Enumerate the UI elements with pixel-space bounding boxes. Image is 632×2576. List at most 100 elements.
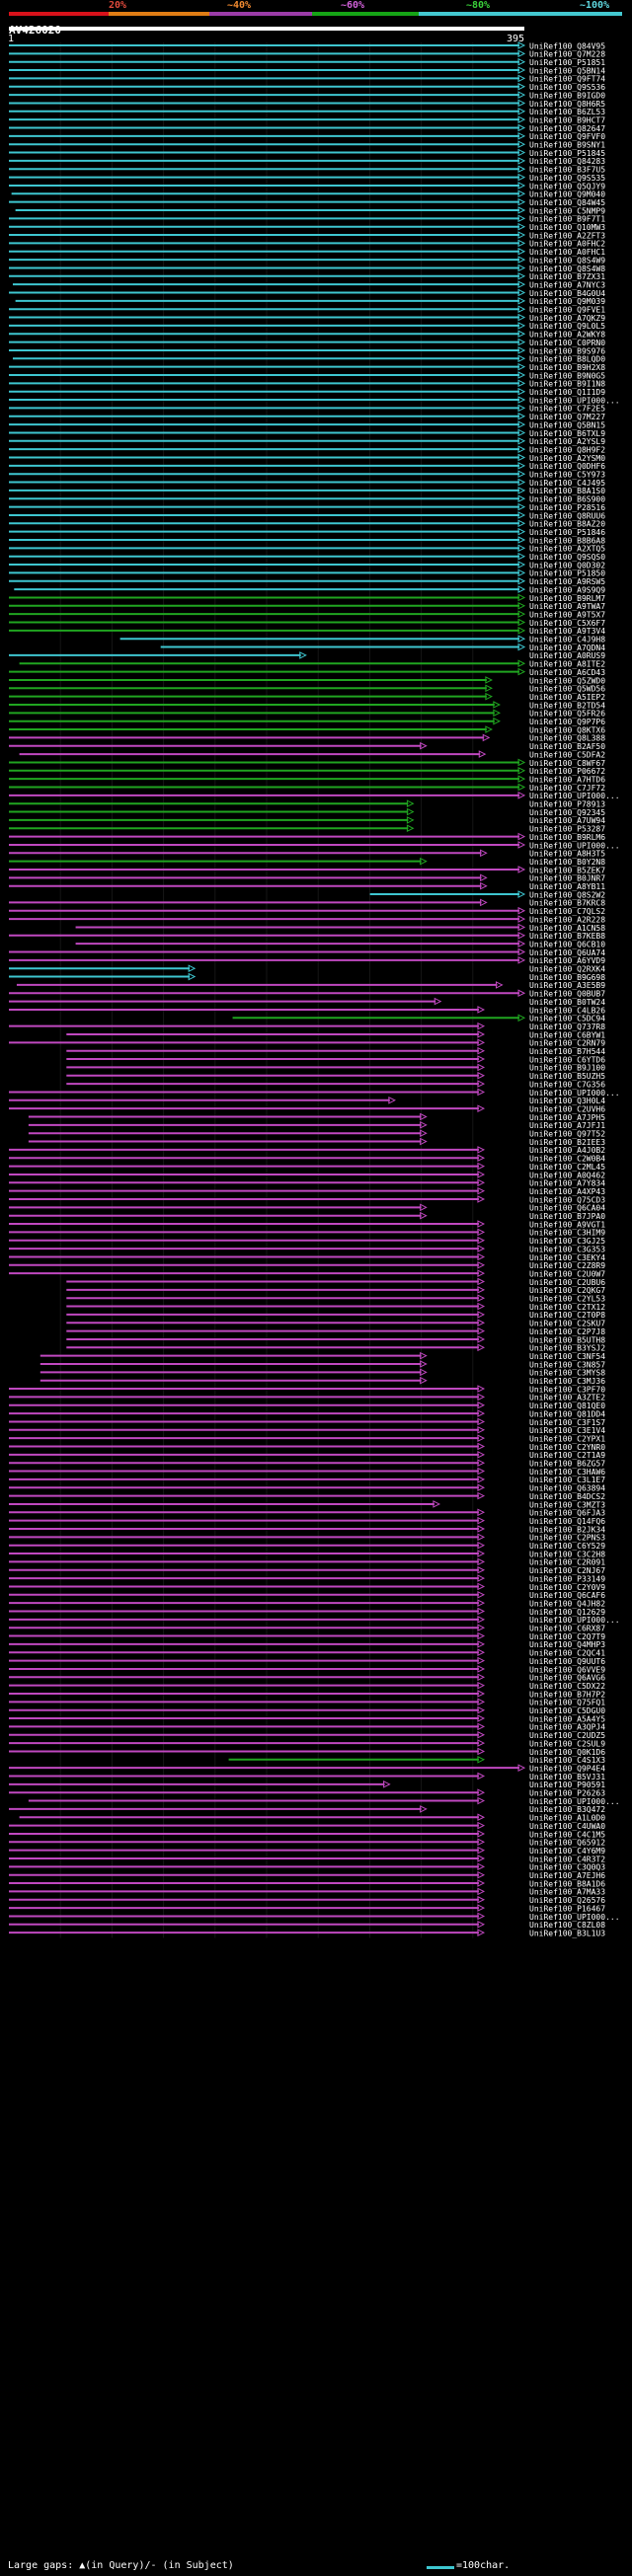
hit-arrowhead [477,1607,486,1616]
legend-label-40: ~40% [227,0,252,11]
hit-arrowhead [477,1311,486,1319]
hit-arrowhead [383,1780,391,1788]
hit-label: UniRef100_C2UBU6 [529,1278,605,1287]
hit-arrowhead [406,816,415,824]
hit-label: UniRef100_C5DGU0 [529,1706,605,1715]
hit-arrowhead [517,206,526,214]
hit-label: UniRef100_A7Y834 [529,1179,605,1188]
hit-arrowhead [517,890,526,898]
hit-label: UniRef100_C7F2E5 [529,405,605,414]
hit-arrowhead [420,1121,428,1129]
hit-arrowhead [477,1516,486,1525]
hit-arrowhead [493,701,501,709]
hit-arrowhead [517,758,526,767]
hit-label: UniRef100_Q5QJY9 [529,182,605,190]
hit-arrowhead [517,453,526,462]
hit-arrowhead [517,148,526,157]
hit-label: UniRef100_Q6UA74 [529,948,605,957]
hit-arrowhead [517,659,526,668]
hit-arrowhead [477,1673,486,1682]
hit-label: UniRef100_Q9FVE1 [529,306,605,315]
hit-arrowhead [477,1459,486,1468]
hit-label: UniRef100_Q9M040 [529,190,605,199]
hit-label: UniRef100_P90591 [529,1780,605,1789]
hit-label: UniRef100_C6BYW1 [529,1030,605,1039]
hit-arrowhead [477,1294,486,1303]
hit-arrowhead [480,873,488,882]
hit-arrowhead [477,1228,486,1237]
hit-arrowhead [517,1014,526,1023]
hit-arrowhead [477,1796,486,1805]
hit-label: UniRef100_A3E5B9 [529,981,605,990]
hit-label: UniRef100_C6RX87 [529,1625,605,1633]
hit-label: UniRef100_B8B6A8 [529,536,605,545]
hit-label: UniRef100_Q84V95 [529,41,605,50]
hit-arrowhead [477,1277,486,1286]
hit-label: UniRef100_Q5WD56 [529,685,605,694]
hit-arrowhead [517,387,526,396]
hit-arrowhead [477,1624,486,1632]
hit-label: UniRef100_C5DX22 [529,1682,605,1691]
hit-arrowhead [477,1525,486,1533]
hit-label: UniRef100_B2AF50 [529,742,605,751]
hit-arrowhead [517,132,526,140]
hit-label: UniRef100_C3C2H8 [529,1550,605,1558]
hit-arrowhead [517,115,526,123]
hit-arrowhead [477,1870,486,1879]
hit-label: UniRef100_B9F7T1 [529,215,605,224]
hit-label: UniRef100_B5UZH5 [529,1072,605,1081]
hit-label: UniRef100_C2NJ67 [529,1566,605,1575]
hit-label: UniRef100_UPI000... [529,396,620,405]
hit-arrowhead [485,684,493,693]
hit-arrowhead [517,330,526,339]
hit-label: UniRef100_B5UTH8 [529,1335,605,1344]
hit-label: UniRef100_P26263 [529,1789,605,1798]
hit-label: UniRef100_A7QDN4 [529,644,605,652]
hit-arrowhead [477,1574,486,1582]
hit-arrowhead [188,964,197,973]
hit-label: UniRef100_A2R228 [529,915,605,924]
hit-arrowhead [420,857,428,866]
hit-label: UniRef100_C7JF72 [529,784,605,793]
hit-label: UniRef100_Q3H0L4 [529,1097,605,1105]
hit-label: UniRef100_P53287 [529,825,605,834]
hit-label: UniRef100_B9H2X8 [529,363,605,372]
hit-arrowhead [477,1269,486,1277]
hit-label: UniRef100_C7QLS2 [529,907,605,916]
hit-label: UniRef100_P51846 [529,528,605,537]
hit-label: UniRef100_B7JPA0 [529,1212,605,1221]
hit-label: UniRef100_Q7M227 [529,413,605,421]
hit-label: UniRef100_Q84W45 [529,198,605,207]
hit-label: UniRef100_B6TXL9 [529,429,605,438]
hit-arrowhead [477,1236,486,1245]
hit-arrowhead [485,725,493,733]
hit-arrowhead [517,91,526,99]
hit-arrowhead [517,239,526,248]
hit-arrowhead [477,1920,486,1929]
hit-label: UniRef100_C7G356 [529,1080,605,1089]
hit-arrowhead [517,231,526,239]
hit-label: UniRef100_C2ML45 [529,1163,605,1172]
hit-arrowhead [477,1022,486,1030]
hit-arrowhead [477,1690,486,1698]
hit-label: UniRef100_Q9L0L5 [529,322,605,331]
hit-label: UniRef100_C2TX12 [529,1303,605,1312]
hit-label: UniRef100_P06672 [529,767,605,776]
hit-arrowhead [420,1112,428,1121]
hit-label: UniRef100_A3QPJ4 [529,1723,605,1732]
hit-label: UniRef100_B4G0U4 [529,289,605,298]
hit-arrowhead [477,1631,486,1640]
hit-label: UniRef100_C2YL53 [529,1295,605,1304]
hit-label: UniRef100_A9RSW5 [529,577,605,586]
legend-bar-100 [419,12,622,16]
hit-arrowhead [477,1030,486,1038]
hit-arrowhead [477,1451,486,1459]
hit-label: UniRef100_A6YVD9 [529,956,605,965]
hit-label: UniRef100_P51850 [529,569,605,578]
hit-arrowhead [477,1656,486,1665]
hit-arrowhead [517,923,526,932]
hit-label: UniRef100_C8WF67 [529,759,605,768]
hit-label: UniRef100_B5ZEK7 [529,866,605,874]
hit-label: UniRef100_UPI000... [529,1089,620,1098]
